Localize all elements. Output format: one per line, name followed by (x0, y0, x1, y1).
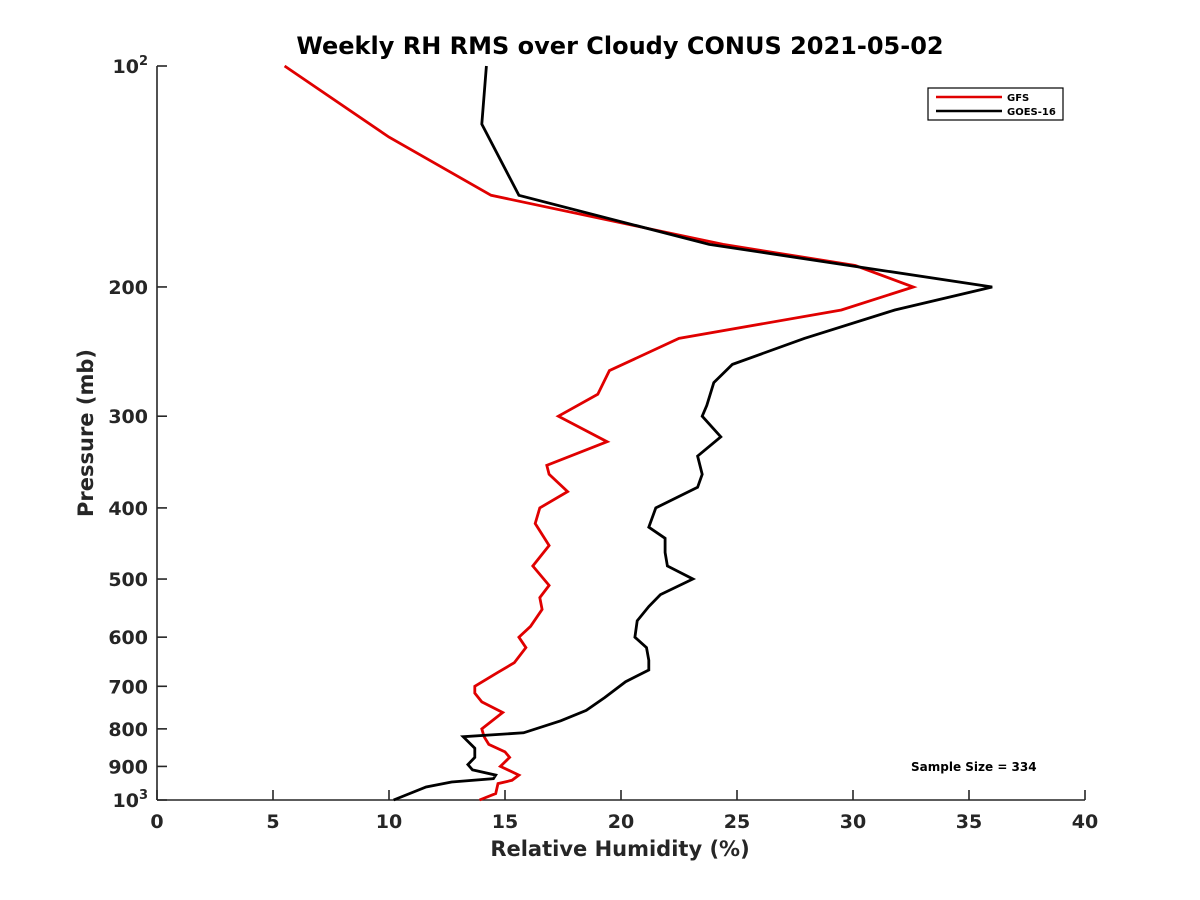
x-tick-label: 25 (724, 811, 750, 833)
y-tick-label: 103 (113, 788, 149, 812)
axes: 0 5 10 15 20 25 30 35 40 102 200 300 400 500 600 700 800… (108, 54, 1098, 833)
series-line-gfs (283, 64, 918, 802)
y-tick-label: 300 (108, 406, 148, 428)
legend: GFS GOES-16 (927, 87, 1064, 121)
y-tick-label: 102 (113, 54, 149, 78)
x-tick-label: 10 (376, 811, 402, 833)
legend-label-goes16: GOES-16 (1007, 107, 1056, 118)
legend-label-gfs: GFS (1007, 93, 1029, 104)
x-tick-label: 15 (492, 811, 518, 833)
x-tick-label: 30 (840, 811, 866, 833)
x-tick-label: 35 (956, 811, 982, 833)
y-tick-label: 700 (108, 676, 148, 698)
y-tick-label: 800 (108, 719, 148, 741)
x-tick-label: 20 (608, 811, 634, 833)
series-line-goes16 (393, 65, 993, 802)
x-tick-label: 40 (1072, 811, 1098, 833)
y-tick-label: 600 (108, 627, 148, 649)
x-tick-label: 5 (266, 811, 279, 833)
chart-title: Weekly RH RMS over Cloudy CONUS 2021-05-… (296, 32, 943, 60)
y-tick-label: 900 (108, 756, 148, 778)
x-tick-label: 0 (150, 811, 163, 833)
y-tick-label: 200 (108, 277, 148, 299)
sample-size-annotation: Sample Size = 334 (911, 760, 1037, 774)
legend-box (927, 87, 1064, 121)
series-lines (283, 64, 993, 802)
y-tick-label: 400 (108, 498, 148, 520)
x-axis-label: Relative Humidity (%) (490, 837, 749, 861)
y-axis-label: Pressure (mb) (74, 349, 98, 517)
y-tick-label: 500 (108, 569, 148, 591)
